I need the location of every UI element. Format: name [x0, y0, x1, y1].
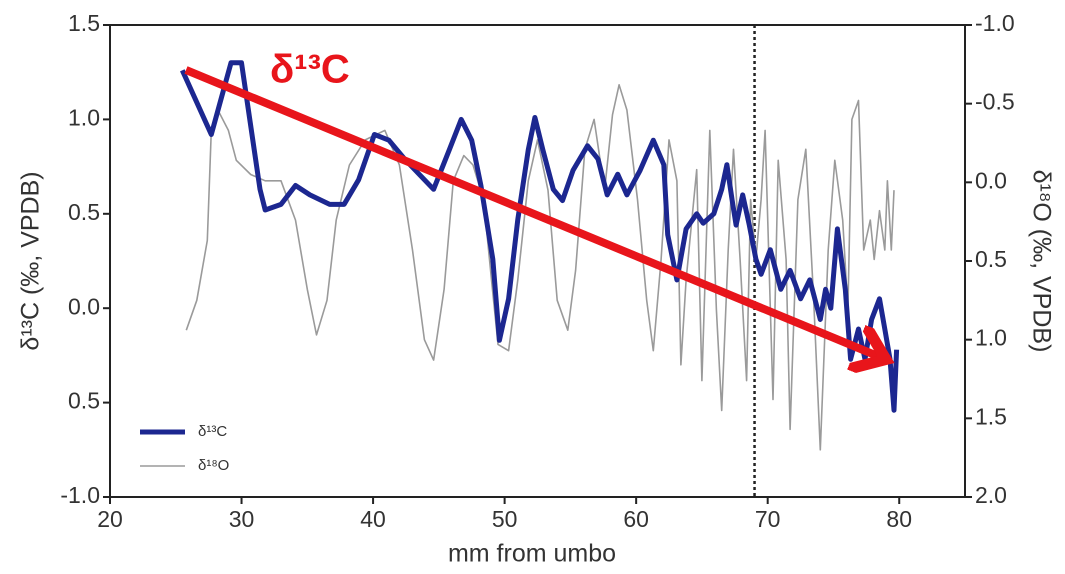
y-tick-label: 0.0 — [68, 293, 100, 319]
y-tick-label: 1.0 — [68, 104, 100, 130]
y-tick-label: 0.5 — [68, 199, 100, 225]
y2-tick-label: -0.5 — [975, 89, 1015, 115]
y2-tick-label: 1.0 — [975, 325, 1007, 351]
y2-tick-label: 1.5 — [975, 403, 1007, 429]
y2-tick-label: 2.0 — [975, 482, 1007, 508]
x-tick-label: 30 — [229, 506, 255, 532]
overlay: δ¹³C — [184, 48, 880, 357]
x-tick-label: 40 — [360, 506, 386, 532]
y-tick-label: -1.0 — [60, 482, 100, 508]
x-tick-label: 20 — [97, 506, 123, 532]
y-tick-label: 0.5 — [68, 388, 100, 414]
legend-label: δ¹⁸O — [198, 457, 229, 474]
x-axis-label: mm from umbo — [448, 540, 616, 568]
trend-arrow — [184, 66, 880, 357]
legend-label: δ¹³C — [198, 423, 227, 440]
y-axis-label: δ¹³C (‰, VPDB) — [17, 171, 45, 350]
y2-axis-label: δ¹⁸O (‰, VPDB) — [1027, 170, 1055, 353]
x-tick-label: 70 — [755, 506, 781, 532]
series-line — [180, 60, 900, 413]
y2-tick-label: 0.5 — [975, 246, 1007, 272]
y2-tick-label: -1.0 — [975, 10, 1015, 36]
series-line — [185, 84, 895, 451]
plot-area — [180, 25, 900, 497]
x-tick-label: 50 — [492, 506, 518, 532]
y2-tick-label: 0.0 — [975, 167, 1007, 193]
y-tick-label: 1.5 — [68, 10, 100, 36]
x-tick-label: 80 — [886, 506, 912, 532]
annotation: δ¹³C — [270, 48, 350, 92]
x-tick-label: 60 — [623, 506, 649, 532]
